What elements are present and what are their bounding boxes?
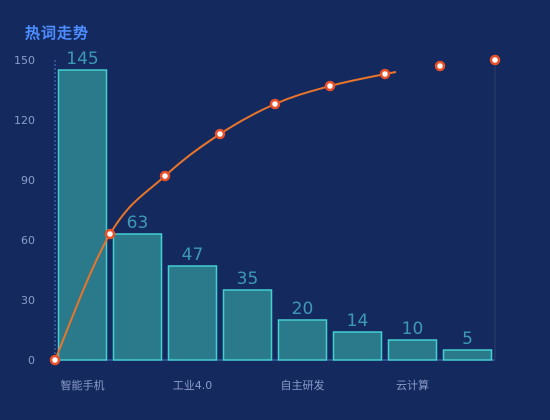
x-tick-label: 云计算 [396,378,429,392]
bar-value-label: 47 [182,245,204,265]
y-tick-label: 0 [28,354,35,367]
bar [167,265,218,361]
bar-value-label: 35 [237,269,259,289]
y-tick-label: 150 [14,54,35,67]
bar [222,289,273,361]
bar-value-label: 20 [292,299,314,319]
line-marker [104,228,116,240]
bar-value-label: 5 [462,329,473,349]
y-axis-ticks: 0 30 60 90 120 150 [14,54,35,367]
line-marker [214,128,226,140]
bar-value-label: 10 [402,319,424,339]
line-marker [489,54,501,66]
y-tick-label: 60 [21,234,35,247]
y-tick-label: 90 [21,174,35,187]
bar-value-label: 14 [347,311,369,331]
y-tick-label: 120 [14,114,35,127]
line-markers [49,54,501,366]
bar [387,339,438,361]
bar [442,349,493,361]
line-marker [159,170,171,182]
x-tick-label: 工业4.0 [173,379,213,392]
x-axis-ticks: 智能手机 工业4.0 自主研发 云计算 [61,378,430,392]
chart-title: 热词走势 [25,24,90,42]
y-tick-label: 30 [21,294,35,307]
x-tick-label: 自主研发 [281,378,325,392]
bar [112,233,163,361]
bar [332,331,383,361]
line-marker [379,68,391,80]
bar-value-label: 63 [127,213,149,233]
bars [57,69,493,361]
bar [57,69,108,361]
x-tick-label: 智能手机 [61,378,105,392]
line-marker [324,80,336,92]
line-marker [269,98,281,110]
line-marker [434,60,446,72]
bar-value-label: 145 [66,49,98,69]
bar-labels: 145 63 47 35 20 14 10 5 [66,49,473,349]
bar [277,319,328,361]
line-marker [49,354,61,366]
